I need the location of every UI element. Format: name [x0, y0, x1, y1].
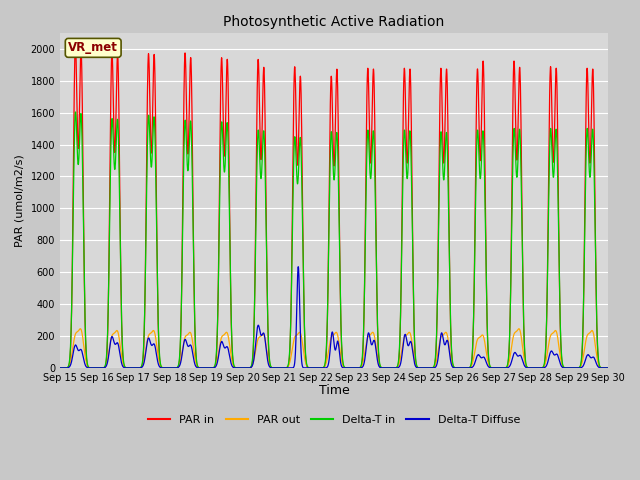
Line: Delta-T in: Delta-T in: [60, 112, 608, 368]
Delta-T Diffuse: [151, 344, 159, 349]
PAR in: [266, 363, 274, 369]
PAR in: [56, 365, 64, 371]
PAR in: [594, 346, 602, 351]
Y-axis label: PAR (umol/m2/s): PAR (umol/m2/s): [15, 154, 25, 247]
Delta-T in: [72, 109, 79, 115]
Delta-T in: [152, 145, 159, 151]
Delta-T in: [56, 365, 64, 371]
Line: Delta-T Diffuse: Delta-T Diffuse: [60, 267, 608, 368]
PAR out: [291, 336, 298, 342]
PAR out: [152, 333, 159, 338]
PAR in: [534, 365, 542, 371]
PAR out: [119, 359, 127, 365]
Delta-T Diffuse: [594, 363, 602, 369]
PAR out: [266, 363, 274, 369]
Line: PAR in: PAR in: [60, 44, 608, 368]
PAR in: [72, 41, 79, 47]
Delta-T in: [266, 362, 274, 368]
Delta-T Diffuse: [118, 363, 126, 369]
PAR in: [119, 352, 127, 358]
Delta-T in: [594, 342, 602, 348]
Delta-T Diffuse: [266, 364, 274, 370]
Delta-T in: [534, 365, 542, 371]
PAR in: [152, 93, 159, 99]
Delta-T Diffuse: [294, 264, 302, 270]
Line: PAR out: PAR out: [60, 329, 608, 368]
PAR out: [56, 365, 64, 371]
Delta-T in: [119, 348, 127, 354]
PAR out: [604, 365, 612, 371]
Delta-T Diffuse: [56, 365, 64, 371]
Delta-T Diffuse: [534, 365, 542, 371]
Delta-T in: [604, 365, 612, 371]
PAR in: [604, 365, 612, 371]
Text: VR_met: VR_met: [68, 41, 118, 54]
Legend: PAR in, PAR out, Delta-T in, Delta-T Diffuse: PAR in, PAR out, Delta-T in, Delta-T Dif…: [144, 410, 524, 429]
Delta-T Diffuse: [290, 364, 298, 370]
PAR in: [291, 74, 298, 80]
PAR out: [534, 365, 542, 371]
PAR out: [594, 357, 602, 363]
PAR out: [77, 326, 84, 332]
Title: Photosynthetic Active Radiation: Photosynthetic Active Radiation: [223, 15, 445, 29]
Delta-T in: [291, 143, 298, 148]
X-axis label: Time: Time: [319, 384, 349, 397]
Delta-T Diffuse: [604, 365, 612, 371]
